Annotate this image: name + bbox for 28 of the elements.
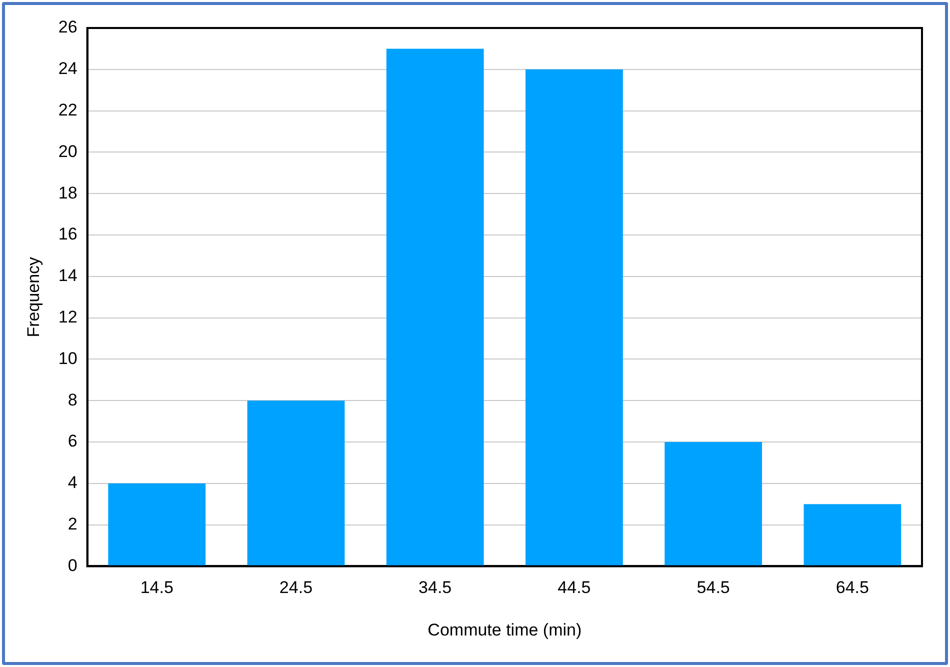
y-tick-label: 24 <box>58 59 78 78</box>
bar <box>386 48 484 566</box>
y-tick-label: 8 <box>68 390 78 410</box>
y-tick-label: 10 <box>58 348 78 368</box>
x-tick-label: 64.5 <box>836 578 869 598</box>
y-tick-label: 16 <box>58 224 78 244</box>
y-tick-label: 26 <box>58 18 78 37</box>
bar <box>108 483 206 566</box>
y-tick-label: 14 <box>58 266 78 286</box>
y-tick-label: 12 <box>58 307 78 326</box>
y-tick-label: 22 <box>58 100 78 120</box>
x-tick-label: 24.5 <box>279 578 313 598</box>
y-axis-title: Frequency <box>24 256 43 338</box>
x-axis-title: Commute time (min) <box>428 620 582 640</box>
y-tick-label: 18 <box>58 183 78 202</box>
x-tick-label: 54.5 <box>696 578 730 598</box>
x-tick-label: 14.5 <box>140 578 174 598</box>
y-tick-label: 2 <box>68 514 78 534</box>
bar <box>804 504 902 566</box>
x-tick-label: 44.5 <box>558 578 591 598</box>
bar <box>526 69 623 566</box>
y-tick-label: 20 <box>58 142 78 161</box>
y-tick-label: 0 <box>68 556 78 575</box>
y-tick-label: 4 <box>68 473 78 492</box>
bar <box>664 442 762 566</box>
bar <box>247 400 345 566</box>
x-tick-label: 34.5 <box>418 578 452 598</box>
y-tick-label: 6 <box>68 432 78 451</box>
